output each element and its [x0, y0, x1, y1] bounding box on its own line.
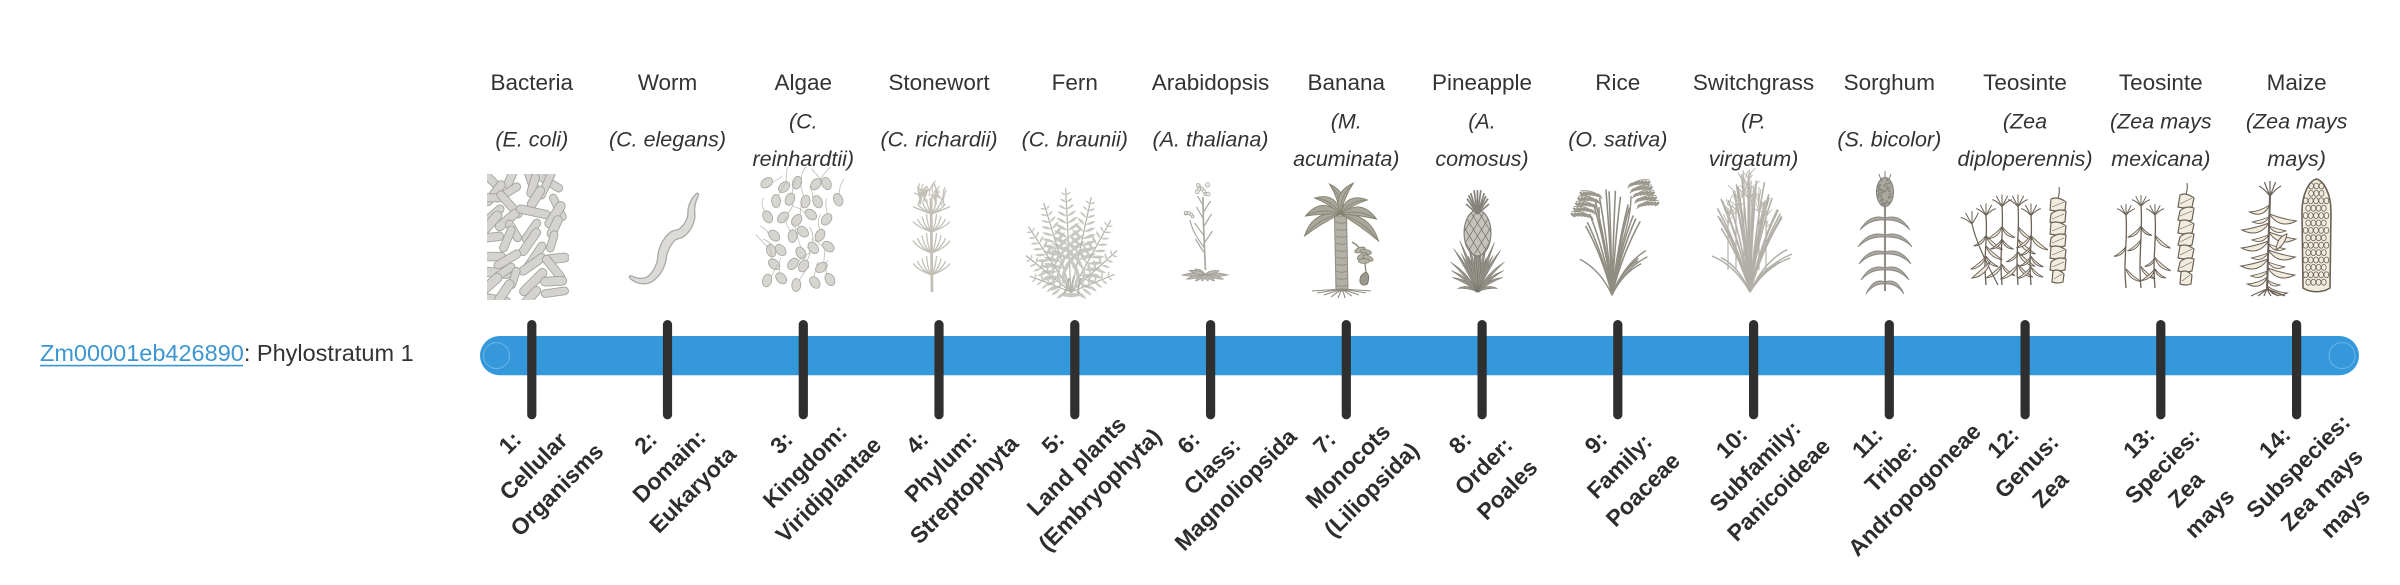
svg-text:Sorghum: Sorghum [1844, 70, 1935, 95]
svg-text:mexicana): mexicana) [2111, 147, 2210, 171]
svg-text:(Zea: (Zea [2003, 110, 2047, 134]
svg-text:(S. bicolor): (S. bicolor) [1837, 128, 1941, 152]
svg-text:Rice: Rice [1595, 70, 1640, 95]
svg-text:Arabidopsis: Arabidopsis [1152, 70, 1270, 95]
svg-text:mays): mays) [2267, 147, 2326, 171]
svg-text:(A.: (A. [1468, 110, 1495, 134]
svg-text:Maize: Maize [2267, 70, 2327, 95]
svg-text:(Zea mays: (Zea mays [2110, 110, 2212, 134]
svg-text:(C. braunii): (C. braunii) [1022, 128, 1128, 152]
svg-text:(Zea mays: (Zea mays [2246, 110, 2348, 134]
svg-text:Zm00001eb426890: Phylostratum: Zm00001eb426890: Phylostratum 1 [40, 340, 414, 366]
svg-text:(E. coli): (E. coli) [495, 128, 568, 152]
svg-text:Teosinte: Teosinte [1983, 70, 2067, 95]
svg-text:(P.: (P. [1741, 110, 1766, 134]
svg-text:acuminata): acuminata) [1293, 147, 1399, 171]
svg-text:(C. richardii): (C. richardii) [880, 128, 997, 152]
svg-text:(C.: (C. [789, 110, 818, 134]
svg-text:Bacteria: Bacteria [491, 70, 574, 95]
svg-text:Algae: Algae [775, 70, 833, 95]
svg-text:Teosinte: Teosinte [2119, 70, 2203, 95]
svg-text:(M.: (M. [1331, 110, 1362, 134]
svg-text:diploperennis): diploperennis) [1957, 147, 2092, 171]
svg-text:(A. thaliana): (A. thaliana) [1153, 128, 1269, 152]
svg-text:Pineapple: Pineapple [1432, 70, 1532, 95]
svg-text:Switchgrass: Switchgrass [1693, 70, 1814, 95]
svg-text:Fern: Fern [1052, 70, 1098, 95]
svg-text:comosus): comosus) [1435, 147, 1528, 171]
svg-text:reinhardtii): reinhardtii) [753, 147, 855, 171]
svg-text:Banana: Banana [1308, 70, 1386, 95]
svg-text:virgatum): virgatum) [1709, 147, 1799, 171]
svg-text:(C. elegans): (C. elegans) [609, 128, 726, 152]
svg-text:Stonewort: Stonewort [888, 70, 990, 95]
svg-text:Worm: Worm [638, 70, 698, 95]
svg-text:(O. sativa): (O. sativa) [1568, 128, 1667, 152]
